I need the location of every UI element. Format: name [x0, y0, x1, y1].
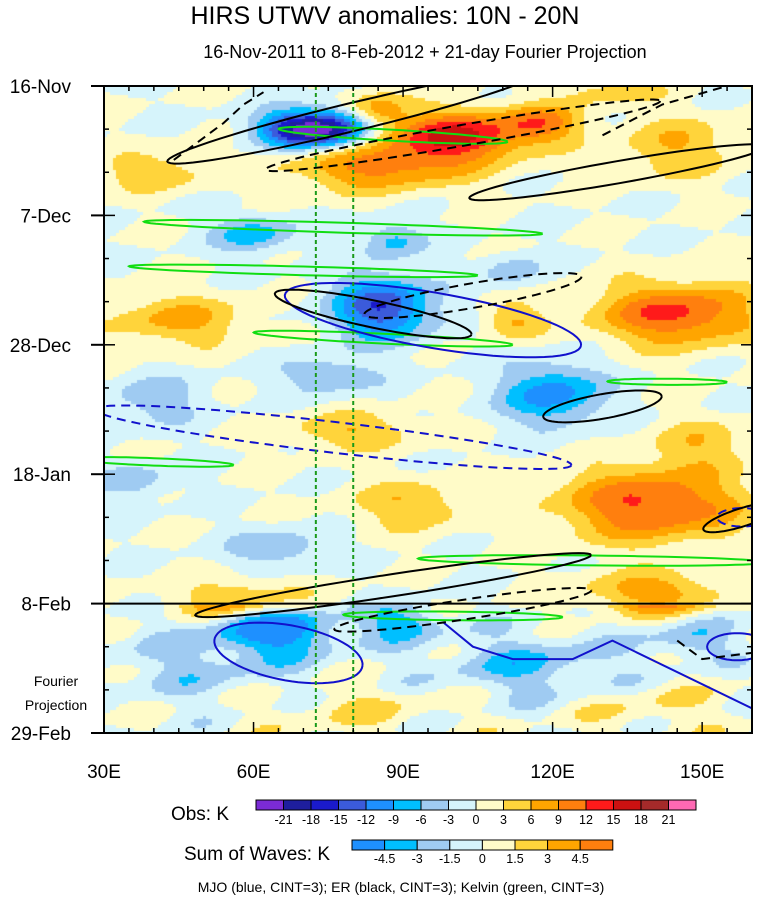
legend-swatch — [283, 799, 312, 811]
y-tick-label: 8-Feb — [21, 595, 71, 616]
er-contour — [702, 504, 752, 534]
y-tick-label: 7-Dec — [20, 206, 71, 227]
legend-level-label: -6 — [415, 813, 426, 827]
er-contour — [193, 552, 592, 619]
er-contour — [166, 86, 516, 165]
obs-legend: -21 -18 -15 -12 -9 -6 -3 0 3 6 9 12 15 18 21 — [255, 799, 697, 827]
x-tick-label: 150E — [680, 762, 724, 783]
wave-contours — [104, 86, 752, 710]
er-contour — [363, 272, 583, 320]
legend-level-label: -15 — [329, 813, 347, 827]
legend-swatch — [393, 799, 422, 811]
legend-level-label: -3 — [443, 813, 454, 827]
x-tick-label: 120E — [530, 762, 574, 783]
kelvin-contour — [141, 218, 544, 237]
legend-level-label: 12 — [579, 813, 593, 827]
legend-level-label: -4.5 — [374, 852, 396, 866]
y-tick-label: 29-Feb — [11, 724, 71, 745]
legend-swatch — [514, 839, 549, 851]
x-tick-label: 60E — [237, 762, 271, 783]
kelvin-contour — [104, 456, 235, 468]
waves-legend-title: Sum of Waves: K — [184, 844, 330, 865]
legend-swatch — [365, 799, 394, 811]
legend-level-label: -21 — [274, 813, 292, 827]
legend-swatch — [547, 839, 581, 851]
er-contour — [468, 143, 752, 202]
legend-swatch — [530, 799, 559, 811]
legend-level-label: 9 — [555, 813, 562, 827]
chart-title: HIRS UTWV anomalies: 10N - 20N — [190, 2, 579, 30]
y-tick-label: 18-Jan — [13, 465, 71, 486]
legend-swatch — [448, 799, 477, 811]
kelvin-contour — [127, 263, 479, 279]
y-tick-label: 16-Nov — [10, 77, 72, 98]
reference-lines — [314, 86, 355, 733]
legend-level-label: 1.5 — [506, 852, 523, 866]
kelvin-contour — [415, 554, 752, 567]
er-contour — [602, 86, 728, 137]
kelvin-contour — [605, 377, 728, 386]
legend-swatch — [384, 839, 418, 851]
projection-label-line2: Projection — [25, 697, 87, 713]
chart-subtitle: 16-Nov-2011 to 8-Feb-2012 + 21-day Fouri… — [203, 42, 646, 62]
legend-level-label: 18 — [634, 813, 648, 827]
obs-legend-title: Obs: K — [171, 804, 229, 825]
legend-swatch — [351, 839, 386, 851]
y-axis-labels: 16-Nov 7-Dec 28-Dec 18-Jan 8-Feb 29-Feb — [10, 77, 72, 745]
projection-label-line1: Fourier — [34, 673, 79, 689]
kelvin-contour — [277, 125, 509, 145]
er-contour — [676, 639, 752, 661]
legend-level-label: 15 — [607, 813, 621, 827]
legend-level-label: 0 — [479, 852, 486, 866]
er-contour — [542, 389, 663, 424]
legend-swatch — [481, 839, 516, 851]
legend-swatch — [640, 799, 669, 811]
legend-swatch — [503, 799, 532, 811]
legend-swatch — [310, 799, 339, 811]
legend-level-label: -12 — [357, 813, 375, 827]
mjo-contour — [706, 632, 752, 662]
legend-level-label: -9 — [388, 813, 399, 827]
legend-swatch — [420, 799, 449, 811]
waves-legend: -4.5 -3 -1.5 0 1.5 3 4.5 — [351, 839, 614, 866]
legend-level-label: 0 — [473, 813, 480, 827]
kelvin-contour — [341, 610, 564, 622]
legend-swatch — [585, 799, 614, 811]
legend-level-label: -3 — [412, 852, 423, 866]
y-tick-label: 28-Dec — [10, 336, 71, 357]
legend-swatch — [668, 799, 697, 811]
contour-caption: MJO (blue, CINT=3); ER (black, CINT=3); … — [198, 879, 605, 895]
legend-level-label: -1.5 — [439, 852, 461, 866]
legend-swatch — [338, 799, 367, 811]
er-contour — [273, 288, 473, 340]
legend-swatch — [579, 839, 614, 851]
legend-swatch — [255, 799, 284, 811]
legend-swatch — [416, 839, 451, 851]
legend-level-label: 21 — [662, 813, 676, 827]
x-tick-label: 90E — [386, 762, 420, 783]
legend-level-label: 4.5 — [572, 852, 589, 866]
legend-level-label: 6 — [528, 813, 535, 827]
x-tick-label: 30E — [87, 762, 121, 783]
mjo-contour — [442, 621, 752, 710]
mjo-contour — [283, 282, 583, 359]
plot-area — [91, 85, 753, 734]
legend-swatch — [613, 799, 642, 811]
er-contour — [173, 91, 265, 161]
legend-level-label: 3 — [544, 852, 551, 866]
legend-swatch — [558, 799, 587, 811]
mjo-contour — [213, 621, 364, 685]
mjo-contour — [104, 404, 573, 471]
er-contour — [333, 586, 593, 633]
legend-level-label: 3 — [500, 813, 507, 827]
legend-swatch — [449, 839, 483, 851]
legend-swatch — [475, 799, 504, 811]
legend-level-label: -18 — [302, 813, 320, 827]
x-axis-labels: 30E 60E 90E 120E 150E — [87, 762, 724, 783]
axis-ticks — [91, 85, 753, 734]
